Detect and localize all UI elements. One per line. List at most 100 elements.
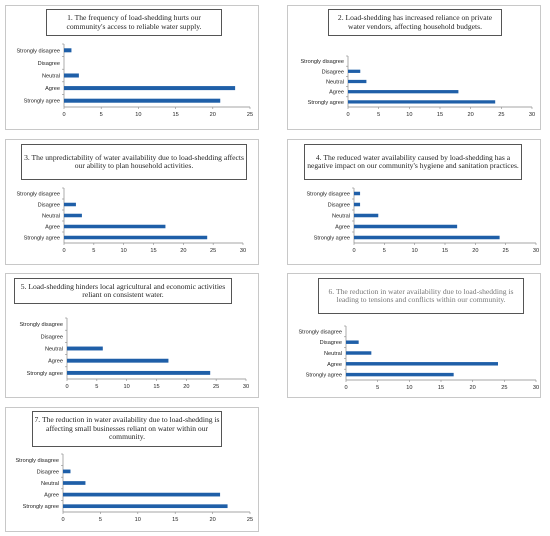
category-label: Strongly agree [314,236,350,242]
x-tick-label: 25 [498,112,504,118]
bar [67,358,169,363]
bar [67,346,103,351]
x-tick-label: 15 [438,385,444,391]
category-label: Strongly disagree [19,322,63,328]
chart-title-1: 1. The frequency of load-shedding hurts … [46,9,222,36]
bar [348,79,367,84]
bar [354,235,500,240]
category-label: Agree [45,86,60,92]
category-label: Agree [335,225,350,231]
category-label: Disagree [38,61,60,67]
x-tick-label: 20 [183,384,189,390]
x-tick-label: 30 [243,384,249,390]
bar [64,73,79,78]
category-label: Agree [45,225,60,231]
category-label: Agree [44,493,59,499]
bar [64,86,236,91]
x-tick-label: 0 [62,248,65,254]
x-tick-label: 25 [501,385,507,391]
category-label: Strongly agree [308,100,344,106]
x-tick-label: 5 [383,248,386,254]
x-tick-label: 10 [412,248,418,254]
category-label: Disagree [41,334,63,340]
bar [354,191,361,196]
x-tick-label: 0 [346,112,349,118]
category-label: Disagree [38,203,60,209]
x-tick-label: 5 [376,385,379,391]
x-tick-label: 5 [95,384,98,390]
category-label: Agree [329,90,344,96]
bar [64,202,76,207]
category-label: Strongly agree [24,236,60,242]
x-tick-label: 5 [92,248,95,254]
x-tick-label: 25 [503,248,509,254]
chart-title-4: 4. The reduced water availability caused… [304,144,522,180]
category-label: Disagree [37,469,59,475]
x-tick-label: 10 [121,248,127,254]
x-tick-label: 25 [247,517,253,523]
category-label: Strongly disagree [298,329,342,335]
chart-plot-6: Strongly disagree Disagree Neutral Agree Str… [298,325,539,391]
category-label: Neutral [42,74,60,80]
x-tick-label: 5 [100,112,103,118]
chart-panel-5: 5. Load-shedding hinders local agricultu… [5,273,259,398]
category-label: Neutral [324,351,342,357]
chart-plot-2: Strongly disagree Disagree Neutral Agree Str… [300,55,535,118]
bar [346,372,454,377]
chart-title-6: 6. The reduction in water availability d… [318,278,524,314]
category-label: Neutral [326,80,344,86]
x-tick-label: 30 [240,248,246,254]
x-tick-label: 30 [533,248,539,254]
category-label: Strongly disagree [306,192,350,198]
category-label: Neutral [41,481,59,487]
bar [354,202,361,207]
chart-panel-2: 2. Load-shedding has increased reliance … [287,5,541,130]
category-label: Strongly agree [23,504,59,510]
x-tick-label: 25 [247,112,253,118]
category-label: Strongly disagree [300,59,344,65]
x-tick-label: 0 [352,248,355,254]
x-tick-label: 20 [468,112,474,118]
category-label: Strongly agree [306,373,342,379]
x-tick-label: 10 [406,112,412,118]
chart-title-5: 5. Load-shedding hinders local agricultu… [14,278,232,304]
x-tick-label: 20 [470,385,476,391]
chart-plot-1: Strongly disagree Disagree Neutral Agree Str… [16,43,253,118]
chart-panel-7: 7. The reduction in water availability d… [5,407,259,532]
chart-title-3: 3. The unpredictability of water availab… [21,144,247,180]
bar [354,213,379,218]
x-tick-label: 0 [62,112,65,118]
bar [348,100,496,104]
bar [346,362,498,366]
category-label: Strongly disagree [16,192,60,198]
category-label: Agree [327,362,342,368]
bar [63,504,228,509]
category-label: Neutral [45,347,63,353]
category-label: Strongly agree [24,99,60,105]
x-tick-label: 30 [529,112,535,118]
bar [64,98,221,103]
x-tick-label: 15 [442,248,448,254]
bar [67,370,211,375]
x-tick-label: 20 [180,248,186,254]
category-label: Strongly disagree [16,48,60,54]
x-tick-label: 0 [65,384,68,390]
bar [64,48,72,53]
chart-plot-4: Strongly disagree Disagree Neutral Agree Str… [306,187,539,254]
x-tick-label: 25 [210,248,216,254]
bar [348,90,459,94]
x-tick-label: 10 [406,385,412,391]
bar [346,351,372,355]
x-tick-label: 0 [344,385,347,391]
x-tick-label: 20 [209,517,215,523]
category-label: Agree [48,359,63,365]
bar [64,224,166,229]
chart-panel-1: 1. The frequency of load-shedding hurts … [5,5,259,130]
x-tick-label: 15 [150,248,156,254]
x-tick-label: 0 [61,517,64,523]
bar [348,69,361,73]
chart-panel-3: 3. The unpredictability of water availab… [5,139,259,265]
chart-plot-7: Strongly disagree Disagree Neutral Agree Str… [15,453,253,523]
chart-plot-3: Strongly disagree Disagree Neutral Agree Str… [16,187,246,254]
category-label: Disagree [322,69,344,75]
